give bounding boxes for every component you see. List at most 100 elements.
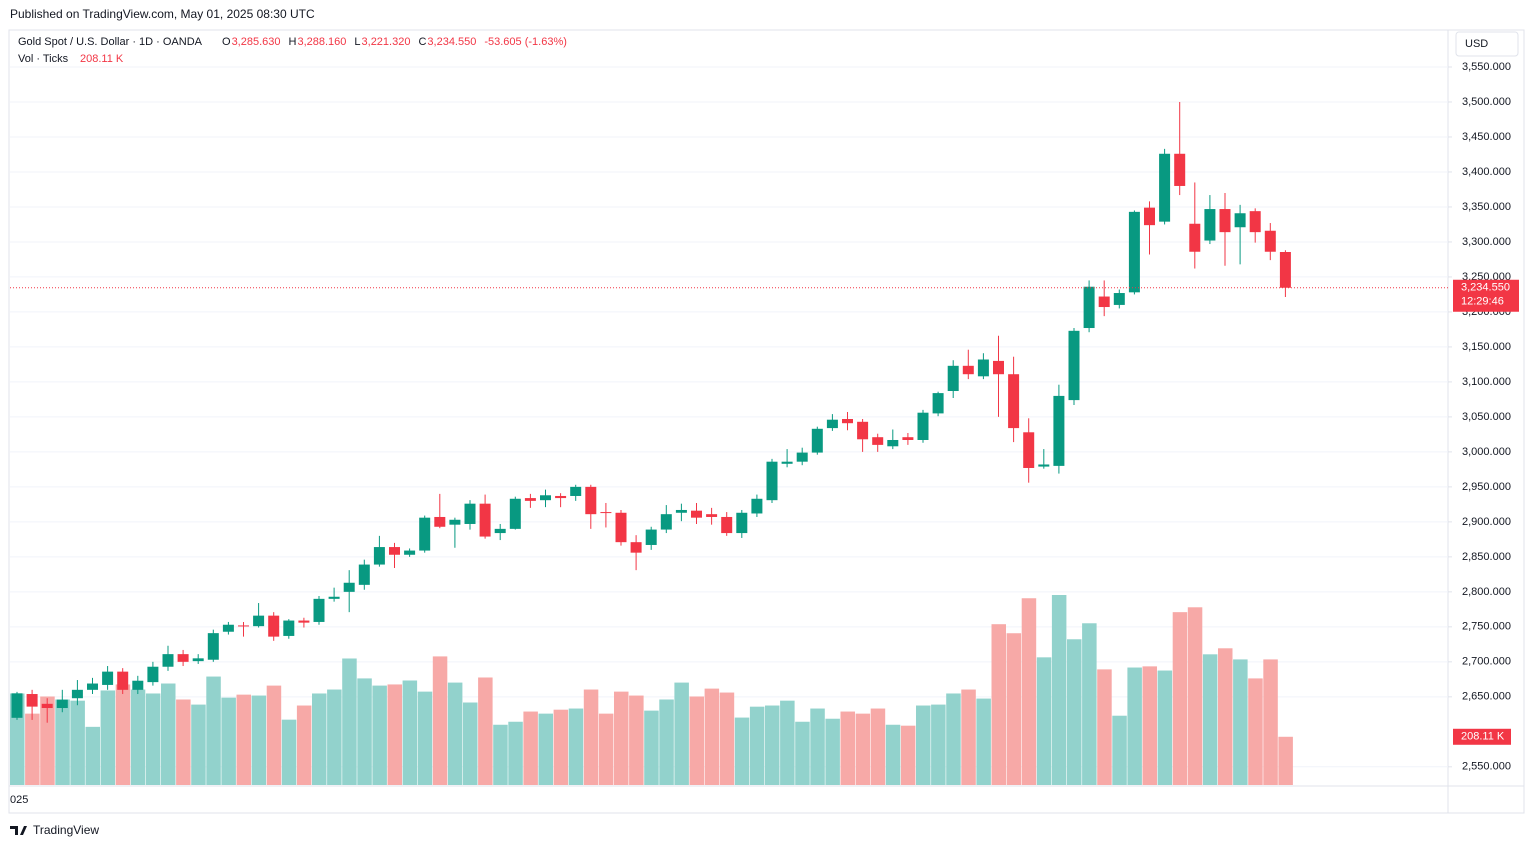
candle-body xyxy=(192,658,204,662)
price-change: -53.605 (-1.63%) xyxy=(484,36,567,48)
candle-body xyxy=(479,503,491,537)
volume-bar xyxy=(719,692,735,785)
volume-bar xyxy=(1082,623,1097,785)
candle-body xyxy=(630,542,642,553)
volume-bar xyxy=(312,693,327,785)
volume-tag xyxy=(1453,728,1511,745)
candle-body xyxy=(102,671,114,685)
y-tick-label: 2,950.000 xyxy=(1462,481,1511,493)
y-tick-label: 3,350.000 xyxy=(1462,201,1511,213)
y-tick-label: 3,500.000 xyxy=(1462,96,1511,108)
candle-body xyxy=(1113,293,1125,305)
ohlc-value: 3,285.630 xyxy=(232,36,281,48)
volume-title: Vol · Ticks xyxy=(18,53,69,65)
candle-body xyxy=(1174,153,1186,186)
chart-title: Gold Spot / U.S. Dollar · 1D · OANDA xyxy=(18,36,203,48)
candle-body xyxy=(1249,211,1261,233)
volume-bar xyxy=(840,711,855,785)
candle-body xyxy=(555,495,567,499)
candle-body xyxy=(1159,153,1171,222)
ohlc-legend: O 3,285.630 H 3,288.160 L 3,221.320 C 3,234.550… xyxy=(222,36,567,48)
candle-body xyxy=(872,437,884,445)
x-tick-label: 025 xyxy=(10,794,28,806)
volume-tag-label: 208.11 K xyxy=(1461,731,1505,743)
volume-bar xyxy=(70,700,85,785)
volume-bar xyxy=(1248,678,1263,785)
volume-bar xyxy=(176,699,191,785)
candle-body xyxy=(117,671,129,690)
last-price-label: 3,234.550 xyxy=(1461,282,1510,294)
candle-body xyxy=(570,486,582,496)
candle-body xyxy=(781,461,793,464)
candle-body xyxy=(268,615,280,637)
volume-bar xyxy=(1202,654,1218,785)
last-price-tag xyxy=(1453,279,1519,312)
volume-bar xyxy=(115,684,131,785)
volume-bar xyxy=(704,688,720,785)
logo: TradingView xyxy=(10,823,99,837)
candle-body xyxy=(313,598,325,622)
volume-bar xyxy=(1278,736,1293,785)
volume-bar xyxy=(508,721,523,785)
volume-bar xyxy=(296,705,312,785)
y-tick-label: 2,750.000 xyxy=(1462,621,1511,633)
y-tick-label: 3,400.000 xyxy=(1462,166,1511,178)
candle-body xyxy=(1083,286,1095,329)
candle-body xyxy=(1279,252,1291,288)
candle-body xyxy=(419,517,431,551)
candle-body xyxy=(494,528,506,534)
candle-body xyxy=(71,689,83,699)
volume-bar xyxy=(870,708,886,785)
chart-frame xyxy=(8,29,1525,814)
candle-body xyxy=(26,694,38,707)
ohlc-value: 3,288.160 xyxy=(297,36,346,48)
volume-bar xyxy=(795,721,810,785)
volume-bar xyxy=(447,682,463,785)
candle-body xyxy=(842,418,853,424)
candle-body xyxy=(222,624,234,632)
volume-bar xyxy=(478,677,493,785)
candle-body xyxy=(207,633,219,660)
volume-bar xyxy=(402,680,418,785)
y-tick-label: 3,000.000 xyxy=(1462,446,1511,458)
volume-bar xyxy=(1187,607,1203,785)
candle-body xyxy=(1189,223,1201,252)
candle-body xyxy=(540,495,551,501)
volume-bar xyxy=(1233,659,1248,785)
grid xyxy=(10,66,1448,768)
y-tick-label: 2,850.000 xyxy=(1462,551,1511,563)
candle-body xyxy=(660,514,672,530)
volume-bar xyxy=(734,717,750,785)
candle-body xyxy=(1144,207,1155,226)
volume-bar xyxy=(553,709,569,785)
y-tick-label: 3,450.000 xyxy=(1462,131,1511,143)
volume-bar xyxy=(161,683,176,785)
volume-bar xyxy=(40,696,55,785)
volume-bar xyxy=(1051,595,1067,785)
volume-bar xyxy=(221,697,236,785)
candle-body xyxy=(826,419,838,429)
volume-bar xyxy=(659,699,674,785)
volume-bar xyxy=(266,685,282,785)
candle-body xyxy=(811,428,823,453)
volume-bar xyxy=(1218,648,1233,785)
candle-body xyxy=(132,680,144,690)
volume-bar xyxy=(372,685,387,785)
candle-body xyxy=(887,439,899,447)
volume-bar xyxy=(568,708,584,785)
y-tick-label: 2,550.000 xyxy=(1462,761,1511,773)
currency[interactable]: USD xyxy=(1465,38,1488,50)
candle-body xyxy=(87,683,98,690)
candle-body xyxy=(41,703,53,709)
candle-body xyxy=(993,360,1004,375)
y-tick-label: 2,650.000 xyxy=(1462,691,1511,703)
volume-bar xyxy=(1067,639,1082,785)
candle-layer xyxy=(10,101,1448,723)
volume-bar xyxy=(1021,598,1037,785)
price-axis: 2,550.000 2,650.000 2,700.000 2,750.000 2,80… xyxy=(1448,61,1519,773)
candle-body xyxy=(917,412,929,440)
volume-bar xyxy=(885,724,901,785)
candle-body xyxy=(343,582,355,592)
currency-button[interactable] xyxy=(1455,31,1519,57)
